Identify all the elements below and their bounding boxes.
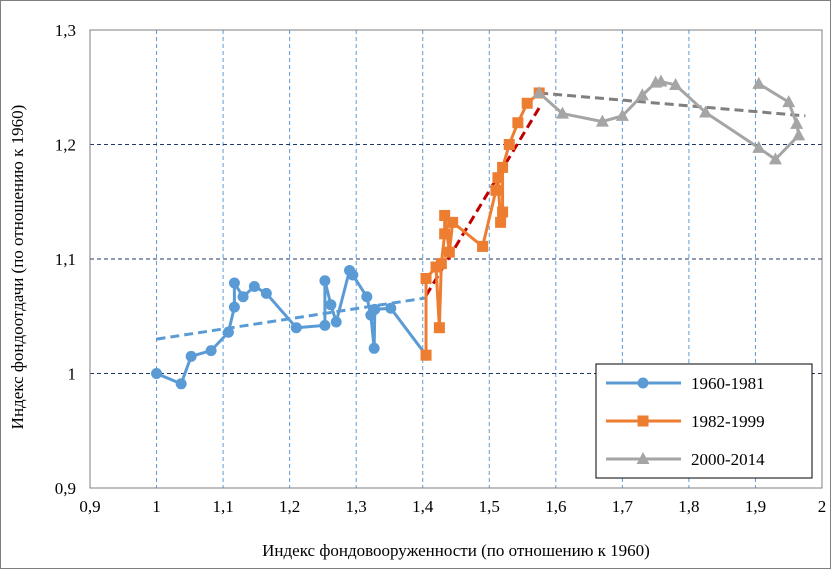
data-point-marker xyxy=(330,316,342,328)
data-point-marker xyxy=(637,415,649,427)
trendline xyxy=(156,296,427,341)
data-point-marker xyxy=(637,377,649,389)
data-point-marker xyxy=(435,258,447,270)
legend-label: 1960-1981 xyxy=(691,374,765,393)
data-point-marker xyxy=(654,74,668,87)
x-tick-label: 1,5 xyxy=(479,497,500,516)
data-point-marker xyxy=(752,140,766,153)
trendline xyxy=(539,91,806,118)
data-point-marker xyxy=(228,301,240,313)
data-point-marker xyxy=(782,95,796,108)
x-tick-label: 1,9 xyxy=(745,497,766,516)
data-point-marker xyxy=(635,88,649,101)
data-point-marker xyxy=(319,275,331,287)
x-tick-label: 1,6 xyxy=(545,497,566,516)
data-point-marker xyxy=(492,172,504,184)
series-1960-1981 xyxy=(151,264,432,390)
data-point-marker xyxy=(368,342,380,354)
legend-item: 1982-1999 xyxy=(606,412,765,431)
y-tick-labels: 0,9 1 1,1 1,2 1,3 xyxy=(55,21,76,498)
data-point-marker xyxy=(497,161,509,173)
data-point-marker xyxy=(615,108,629,121)
data-point-marker xyxy=(477,240,489,252)
data-point-marker xyxy=(503,139,515,150)
x-tick-label: 1,7 xyxy=(612,497,634,516)
legend-item: 2000-2014 xyxy=(606,450,765,469)
x-tick-label: 1,8 xyxy=(678,497,699,516)
series-1982-1999 xyxy=(420,87,545,361)
y-tick-label: 1,2 xyxy=(55,136,76,155)
data-point-marker xyxy=(260,287,272,299)
data-point-marker xyxy=(151,368,163,379)
x-tick-label: 1,2 xyxy=(279,497,300,516)
y-tick-label: 1,1 xyxy=(55,250,76,269)
series-layer xyxy=(151,74,806,390)
x-tick-label: 1,4 xyxy=(412,497,434,516)
x-axis-title: Индекс фондовооруженности (по отношению … xyxy=(262,541,650,560)
data-point-marker xyxy=(495,216,507,228)
data-point-marker xyxy=(512,117,524,129)
x-tick-label: 1,1 xyxy=(212,497,233,516)
data-point-marker xyxy=(347,269,359,281)
data-point-marker xyxy=(532,85,546,98)
x-tick-labels: 0,9 1 1,1 1,2 1,3 1,4 1,5 1,6 1,7 1,8 1,9 2 xyxy=(79,497,826,516)
data-point-marker xyxy=(636,452,650,464)
y-tick-label: 1,3 xyxy=(55,21,76,40)
data-point-marker xyxy=(205,345,217,357)
data-point-marker xyxy=(555,106,569,119)
legend-label: 2000-2014 xyxy=(691,450,765,469)
data-point-marker xyxy=(768,152,782,165)
data-point-marker xyxy=(237,291,249,303)
y-axis-title: Индекс фондоотдачи (по отношению к 1960) xyxy=(8,105,27,430)
x-tick-label: 1 xyxy=(152,497,161,516)
data-point-marker xyxy=(433,322,445,334)
legend-label: 1982-1999 xyxy=(691,412,765,431)
series-line xyxy=(424,91,541,357)
data-point-marker xyxy=(420,349,432,361)
data-point-marker xyxy=(752,76,766,89)
data-point-marker xyxy=(248,280,260,292)
x-tick-label: 2 xyxy=(818,497,827,516)
data-point-marker xyxy=(490,184,502,196)
data-point-marker xyxy=(325,299,337,311)
data-point-marker xyxy=(595,114,609,127)
data-point-marker xyxy=(443,246,455,258)
data-point-marker xyxy=(319,319,331,331)
data-point-marker xyxy=(222,326,234,338)
data-point-marker xyxy=(420,272,432,284)
data-point-marker xyxy=(669,77,683,90)
trendlines xyxy=(156,91,806,341)
data-point-marker xyxy=(439,209,451,221)
data-point-marker xyxy=(699,105,713,118)
data-point-marker xyxy=(439,228,451,240)
data-point-marker xyxy=(385,302,397,314)
y-tick-label: 1 xyxy=(68,365,77,384)
data-point-marker xyxy=(185,350,197,362)
data-point-marker xyxy=(792,128,806,141)
x-tick-label: 0,9 xyxy=(79,497,100,516)
data-point-marker xyxy=(228,277,240,289)
data-point-marker xyxy=(790,116,804,129)
legend-item: 1960-1981 xyxy=(606,374,765,393)
data-point-marker xyxy=(369,303,381,315)
data-point-marker xyxy=(290,322,302,334)
x-tick-label: 1,3 xyxy=(346,497,367,516)
series-2000-2014 xyxy=(532,74,806,165)
plot-area-border xyxy=(89,29,823,489)
data-point-marker xyxy=(447,216,459,228)
legend: 1960-1981 1982-1999 2000-2014 xyxy=(595,363,813,479)
y-tick-label: 0,9 xyxy=(55,479,76,498)
data-point-marker xyxy=(361,291,373,303)
data-point-marker xyxy=(521,97,533,109)
data-point-marker xyxy=(175,378,187,390)
data-point-marker xyxy=(497,206,509,218)
